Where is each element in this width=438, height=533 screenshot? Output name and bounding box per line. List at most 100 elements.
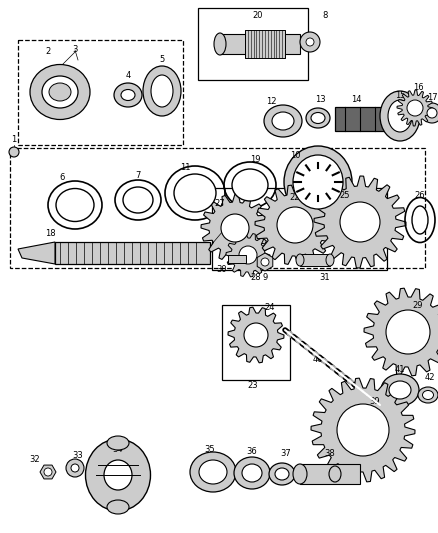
Ellipse shape [293, 464, 307, 484]
Bar [300, 254, 330, 266]
Text: 14: 14 [351, 95, 361, 104]
Text: 31: 31 [320, 273, 330, 282]
Polygon shape [257, 253, 273, 271]
Polygon shape [255, 185, 335, 265]
Text: 4: 4 [125, 70, 131, 79]
Ellipse shape [293, 155, 343, 209]
Text: 6: 6 [59, 174, 65, 182]
Polygon shape [314, 176, 406, 268]
Text: 33: 33 [73, 450, 83, 459]
Ellipse shape [412, 206, 428, 234]
Text: 41: 41 [395, 366, 405, 375]
Text: 3: 3 [72, 45, 78, 54]
Ellipse shape [306, 108, 330, 128]
Ellipse shape [214, 33, 226, 55]
Circle shape [340, 202, 380, 242]
Text: 23: 23 [247, 381, 258, 390]
Polygon shape [311, 378, 415, 482]
Ellipse shape [326, 254, 334, 266]
Text: 36: 36 [247, 448, 258, 456]
Text: 7: 7 [135, 172, 141, 181]
Text: 8: 8 [322, 12, 328, 20]
Ellipse shape [143, 66, 181, 116]
Ellipse shape [107, 500, 129, 514]
Circle shape [9, 147, 19, 157]
Ellipse shape [232, 169, 268, 201]
Text: 5: 5 [159, 55, 165, 64]
Ellipse shape [151, 75, 173, 107]
Text: 24: 24 [265, 303, 275, 312]
Ellipse shape [121, 90, 135, 101]
Text: 39: 39 [370, 398, 380, 407]
Polygon shape [228, 307, 284, 363]
Circle shape [422, 103, 438, 123]
Text: 1: 1 [11, 135, 17, 144]
Ellipse shape [190, 452, 236, 492]
Bar [220, 34, 300, 54]
Text: 22: 22 [290, 193, 300, 203]
Ellipse shape [296, 254, 304, 266]
Ellipse shape [264, 105, 302, 137]
Circle shape [306, 38, 314, 46]
Text: 37: 37 [281, 448, 291, 457]
Polygon shape [40, 465, 56, 479]
Polygon shape [201, 194, 269, 262]
Polygon shape [226, 233, 270, 277]
Polygon shape [397, 90, 433, 126]
Text: 40: 40 [313, 356, 323, 365]
Ellipse shape [107, 436, 129, 450]
Text: 30: 30 [217, 265, 227, 274]
Ellipse shape [329, 466, 341, 482]
Text: 10: 10 [290, 150, 300, 159]
Circle shape [66, 459, 84, 477]
Text: 12: 12 [266, 98, 276, 107]
Bar [335, 107, 385, 131]
Text: 38: 38 [325, 448, 336, 457]
Text: 27: 27 [215, 199, 225, 208]
Ellipse shape [49, 83, 71, 101]
Text: 13: 13 [314, 95, 325, 104]
Ellipse shape [380, 91, 420, 141]
Ellipse shape [242, 464, 262, 482]
Text: 9: 9 [262, 272, 268, 281]
Ellipse shape [389, 381, 411, 399]
Circle shape [261, 258, 269, 266]
Circle shape [337, 404, 389, 456]
Text: 17: 17 [427, 93, 437, 101]
Circle shape [221, 214, 249, 242]
Circle shape [427, 108, 437, 118]
Ellipse shape [423, 391, 434, 400]
Polygon shape [364, 288, 438, 376]
Circle shape [244, 323, 268, 347]
Ellipse shape [114, 83, 142, 107]
Text: 35: 35 [205, 446, 215, 455]
Text: 34: 34 [113, 446, 124, 455]
Text: 32: 32 [30, 456, 40, 464]
Ellipse shape [284, 146, 352, 218]
Text: 2: 2 [46, 47, 51, 56]
Circle shape [277, 207, 313, 243]
Ellipse shape [123, 187, 153, 213]
Ellipse shape [388, 100, 412, 132]
Text: 15: 15 [395, 91, 405, 100]
Text: 19: 19 [250, 156, 260, 165]
Text: 21: 21 [218, 221, 228, 230]
Ellipse shape [275, 468, 289, 480]
Circle shape [407, 100, 423, 116]
Text: 42: 42 [425, 373, 435, 382]
Ellipse shape [269, 463, 295, 485]
Text: 28: 28 [251, 273, 261, 282]
Ellipse shape [56, 189, 94, 222]
Ellipse shape [104, 460, 132, 490]
Circle shape [71, 464, 79, 472]
Ellipse shape [30, 64, 90, 119]
Polygon shape [18, 242, 55, 264]
Ellipse shape [234, 457, 270, 489]
Ellipse shape [85, 439, 151, 511]
Ellipse shape [174, 174, 216, 212]
Ellipse shape [381, 374, 419, 406]
Text: 25: 25 [340, 190, 350, 199]
Bar [300, 464, 360, 484]
Bar [228, 255, 246, 263]
Ellipse shape [199, 460, 227, 484]
